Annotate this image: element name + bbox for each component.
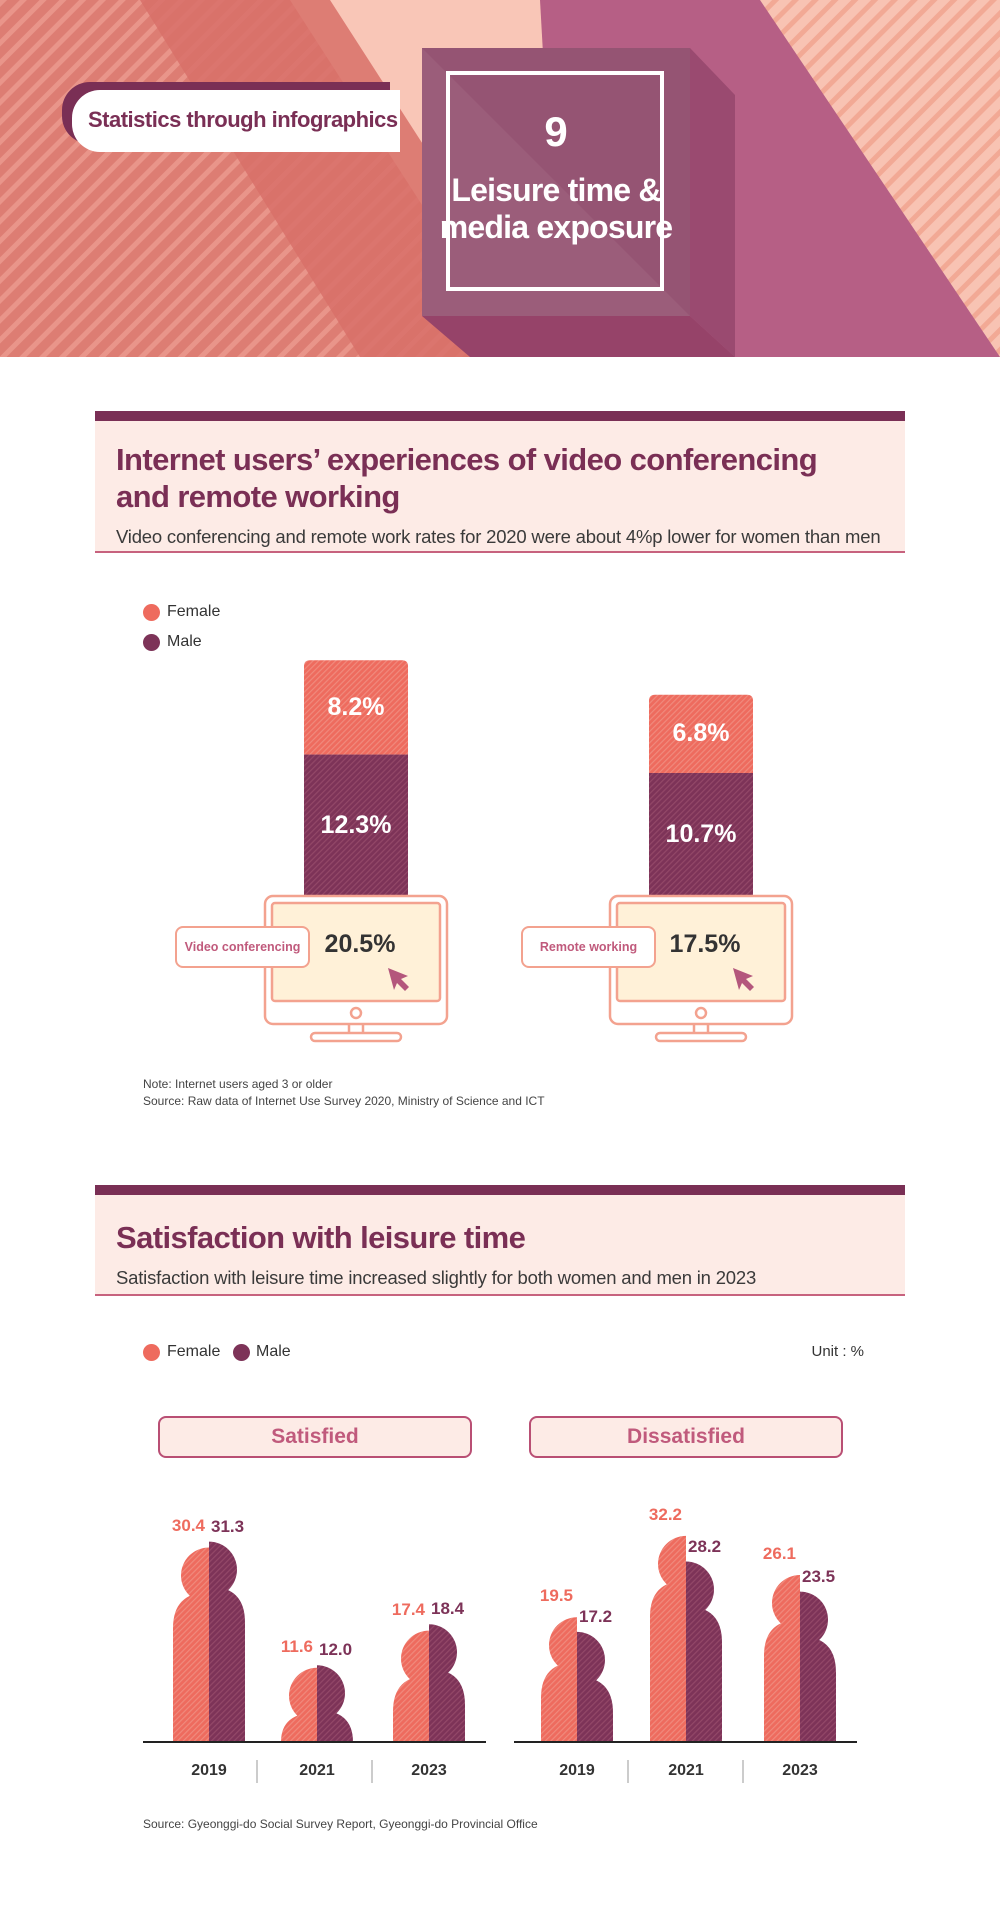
- bar-label-male: 12.3%: [320, 810, 392, 839]
- chapter-title-line2: media exposure: [439, 209, 673, 245]
- legend2-female-label: Female: [167, 1343, 221, 1360]
- legend-male-label: Male: [167, 633, 202, 650]
- bar-label-female: 8.2%: [327, 692, 385, 721]
- title-frame: [446, 71, 664, 291]
- value-dissatisfied-male-2021: 28.2: [688, 1536, 722, 1556]
- bar-female-0: [304, 660, 408, 755]
- year-satisfied-2023: 2023: [411, 1762, 447, 1779]
- bar-dissatisfied-male-2021: [686, 1561, 722, 1742]
- panel-satisfied-title: Satisfied: [158, 1416, 472, 1458]
- value-satisfied-female-2021: 11.6: [280, 1636, 313, 1656]
- year-satisfied-2021: 2021: [299, 1762, 335, 1779]
- year-dissatisfied-2021: 2021: [668, 1762, 704, 1779]
- section1-subtitle: Video conferencing and remote work rates…: [116, 526, 881, 547]
- section1-note: Note: Internet users aged 3 or older Sou…: [143, 1076, 545, 1110]
- legend2-male-label: Male: [256, 1343, 291, 1360]
- section1-source-line: Source: Raw data of Internet Use Survey …: [143, 1094, 545, 1108]
- unit-label: Unit : %: [811, 1343, 864, 1360]
- legend2-male-dot: [233, 1344, 250, 1361]
- category-label-remote: Remote working: [539, 940, 638, 954]
- value-dissatisfied-female-2019: 19.5: [539, 1586, 573, 1606]
- category-tag-remote: Remote working: [521, 926, 656, 968]
- value-dissatisfied-female-2023: 26.1: [762, 1543, 796, 1563]
- section1-note-line: Note: Internet users aged 3 or older: [143, 1077, 333, 1091]
- banner-background: [0, 0, 1000, 357]
- bar-label-female: 6.8%: [672, 719, 730, 748]
- bar-dissatisfied-female-2021: [650, 1535, 686, 1742]
- year-dissatisfied-2019: 2019: [559, 1762, 595, 1779]
- legend-female-dot: [143, 604, 160, 621]
- category-label-video: Video conferencing: [184, 940, 301, 954]
- monitor-video-conferencing: [263, 894, 449, 1043]
- header-banner: Statistics through infographics 9 Leisur…: [0, 0, 1000, 357]
- section1-title-line1: Internet users’ experiences of video con…: [116, 442, 818, 477]
- chapter-number: 9: [544, 108, 568, 155]
- section1-title-line2: and remote working: [116, 479, 400, 514]
- value-dissatisfied-male-2023: 23.5: [802, 1566, 836, 1586]
- category-tag-video: Video conferencing: [175, 926, 310, 968]
- value-satisfied-female-2023: 17.4: [391, 1599, 425, 1619]
- legend-female-label: Female: [167, 603, 221, 620]
- section2-title: Satisfaction with leisure time: [116, 1220, 526, 1255]
- infographics-tag-label: Statistics through infographics: [88, 107, 398, 132]
- section1-title: Internet users’ experiences of video con…: [116, 441, 818, 515]
- year-satisfied-2019: 2019: [191, 1762, 227, 1779]
- bar-male-1: [649, 772, 753, 896]
- infographics-tag: Statistics through infographics: [72, 90, 400, 152]
- bar-satisfied-male-2019: [209, 1541, 245, 1742]
- value-satisfied-male-2019: 31.3: [211, 1516, 245, 1536]
- section2-header: Satisfaction with leisure time Satisfact…: [95, 1185, 905, 1296]
- bar-dissatisfied-female-2019: [541, 1617, 577, 1742]
- chapter-title: Leisure time & media exposure: [422, 172, 690, 246]
- bar-label-male: 10.7%: [665, 819, 737, 848]
- section2-source: Source: Gyeonggi-do Social Survey Report…: [143, 1817, 538, 1831]
- section1-header: Internet users’ experiences of video con…: [95, 411, 905, 553]
- value-satisfied-female-2019: 30.4: [171, 1516, 205, 1536]
- cursor-icon: [733, 968, 754, 991]
- value-satisfied-male-2023: 18.4: [431, 1599, 465, 1619]
- bar-dissatisfied-female-2023: [764, 1574, 800, 1742]
- legend2-female-dot: [143, 1344, 160, 1361]
- total-video: 20.5%: [324, 930, 396, 958]
- bar-satisfied-female-2019: [173, 1547, 209, 1742]
- value-dissatisfied-male-2019: 17.2: [579, 1606, 613, 1626]
- total-remote: 17.5%: [669, 930, 741, 958]
- bar-female-1: [649, 694, 753, 773]
- value-satisfied-male-2021: 12.0: [319, 1640, 353, 1660]
- year-dissatisfied-2023: 2023: [782, 1762, 818, 1779]
- value-dissatisfied-female-2021: 32.2: [648, 1504, 682, 1524]
- bar-satisfied-female-2021: [281, 1667, 317, 1742]
- legend-male-dot: [143, 634, 160, 651]
- bar-male-0: [304, 754, 408, 896]
- bar-dissatisfied-male-2023: [800, 1591, 836, 1742]
- bar-satisfied-male-2021: [317, 1665, 353, 1742]
- panel-dissatisfied-title: Dissatisfied: [529, 1416, 843, 1458]
- cursor-icon: [388, 968, 409, 991]
- chapter-title-line1: Leisure time &: [451, 172, 661, 208]
- bar-satisfied-female-2023: [393, 1630, 429, 1742]
- bar-satisfied-male-2023: [429, 1624, 465, 1742]
- bar-dissatisfied-male-2019: [577, 1631, 613, 1742]
- section2-subtitle: Satisfaction with leisure time increased…: [116, 1267, 757, 1288]
